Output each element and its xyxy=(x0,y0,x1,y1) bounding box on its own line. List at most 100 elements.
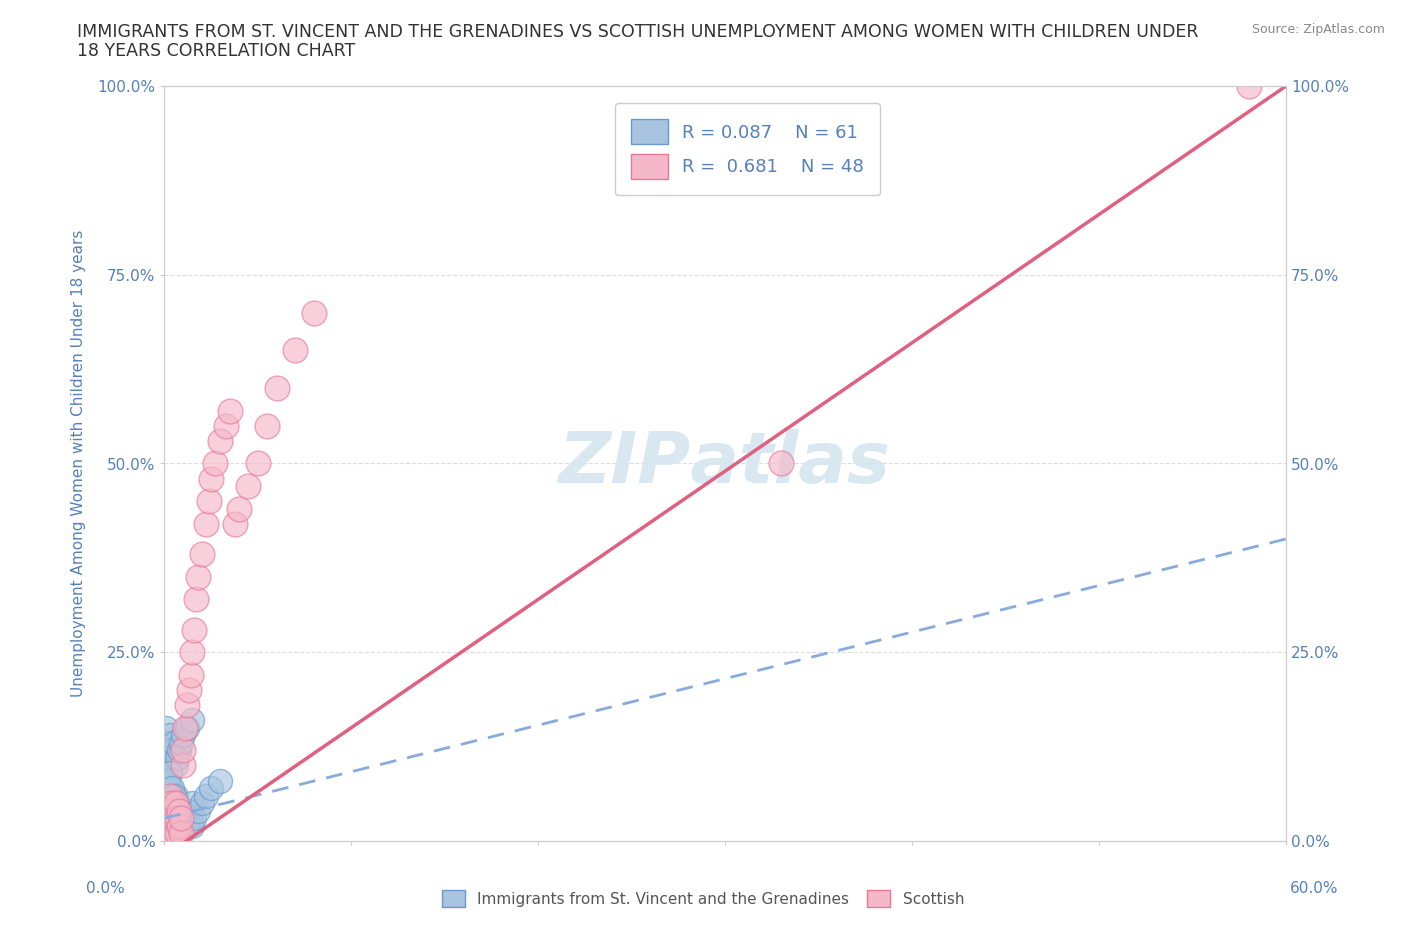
Point xyxy=(266,380,288,395)
Point xyxy=(169,818,191,833)
Point xyxy=(166,811,188,826)
Point xyxy=(176,698,198,712)
Point xyxy=(155,826,177,841)
Point xyxy=(191,796,214,811)
Point xyxy=(256,418,278,433)
Point xyxy=(163,796,186,811)
Point xyxy=(165,804,187,818)
Point xyxy=(166,826,188,841)
Point xyxy=(160,780,183,795)
Point xyxy=(160,818,183,833)
Point xyxy=(163,826,186,841)
Point xyxy=(159,826,181,841)
Point xyxy=(159,796,181,811)
Point xyxy=(169,804,191,818)
Text: 18 YEARS CORRELATION CHART: 18 YEARS CORRELATION CHART xyxy=(77,42,356,60)
Point xyxy=(181,712,204,727)
Point xyxy=(246,456,269,471)
Point xyxy=(155,743,177,758)
Point xyxy=(224,516,246,531)
Legend: Immigrants from St. Vincent and the Grenadines, Scottish: Immigrants from St. Vincent and the Gren… xyxy=(436,884,970,913)
Point xyxy=(166,751,188,765)
Point xyxy=(215,418,238,433)
Text: IMMIGRANTS FROM ST. VINCENT AND THE GRENADINES VS SCOTTISH UNEMPLOYMENT AMONG WO: IMMIGRANTS FROM ST. VINCENT AND THE GREN… xyxy=(77,23,1199,41)
Point xyxy=(160,796,183,811)
Point xyxy=(163,826,186,841)
Point xyxy=(218,404,240,418)
Point xyxy=(166,811,188,826)
Point xyxy=(770,456,793,471)
Point xyxy=(159,811,181,826)
Point xyxy=(172,818,194,833)
Point xyxy=(180,811,202,826)
Point xyxy=(284,343,307,358)
Point xyxy=(191,547,214,562)
Point xyxy=(187,569,209,584)
Point xyxy=(1237,79,1260,94)
Point xyxy=(163,736,186,751)
Point xyxy=(198,494,221,509)
Point xyxy=(159,788,181,803)
Point xyxy=(155,811,177,826)
Point xyxy=(187,804,209,818)
Point xyxy=(165,796,187,811)
Point xyxy=(176,720,198,735)
Point xyxy=(160,811,183,826)
Point xyxy=(163,788,186,803)
Text: 60.0%: 60.0% xyxy=(1291,881,1339,896)
Point xyxy=(155,818,177,833)
Point xyxy=(200,472,222,486)
Point xyxy=(186,591,208,606)
Point xyxy=(157,826,180,841)
Point xyxy=(170,811,193,826)
Point xyxy=(194,516,217,531)
Point xyxy=(170,736,193,751)
Point xyxy=(174,811,197,826)
Point xyxy=(157,796,180,811)
Point xyxy=(160,804,183,818)
Text: Source: ZipAtlas.com: Source: ZipAtlas.com xyxy=(1251,23,1385,36)
Point xyxy=(177,804,200,818)
Point xyxy=(159,728,181,743)
Point xyxy=(163,811,186,826)
Point xyxy=(174,720,197,735)
Point xyxy=(183,811,205,826)
Point xyxy=(181,644,204,659)
Point xyxy=(157,818,180,833)
Point xyxy=(157,811,180,826)
Point xyxy=(157,758,180,773)
Point xyxy=(204,456,226,471)
Point xyxy=(155,720,177,735)
Point xyxy=(153,833,176,848)
Point xyxy=(157,796,180,811)
Point xyxy=(183,622,205,637)
Point xyxy=(157,736,180,751)
Point xyxy=(238,479,260,494)
Y-axis label: Unemployment Among Women with Children Under 18 years: Unemployment Among Women with Children U… xyxy=(72,230,86,698)
Point xyxy=(180,668,202,683)
Point xyxy=(228,501,250,516)
Text: 0.0%: 0.0% xyxy=(86,881,125,896)
Point xyxy=(176,818,198,833)
Point xyxy=(169,743,191,758)
Point xyxy=(209,773,232,788)
Text: ZIP​atlas: ZIP​atlas xyxy=(560,429,891,498)
Point xyxy=(157,804,180,818)
Point xyxy=(155,818,177,833)
Point xyxy=(165,818,187,833)
Point xyxy=(155,826,177,841)
Point xyxy=(159,780,181,795)
Point xyxy=(160,788,183,803)
Point xyxy=(165,788,187,803)
Point xyxy=(172,804,194,818)
Point xyxy=(177,683,200,698)
Point xyxy=(166,804,188,818)
Point xyxy=(181,818,204,833)
Point xyxy=(159,751,181,765)
Point xyxy=(194,788,217,803)
Point xyxy=(169,804,191,818)
Point xyxy=(302,305,325,320)
Point xyxy=(165,758,187,773)
Point xyxy=(159,804,181,818)
Point xyxy=(159,765,181,780)
